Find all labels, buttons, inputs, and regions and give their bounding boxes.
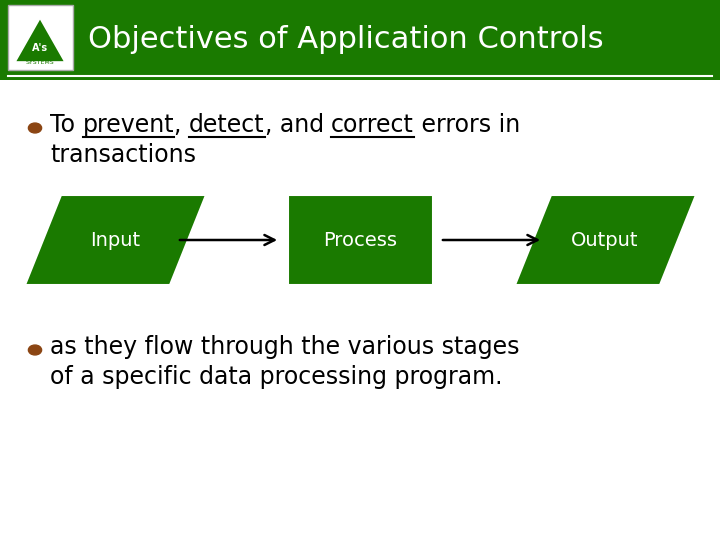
Polygon shape: [288, 195, 433, 285]
Text: Output: Output: [571, 231, 639, 249]
Text: To: To: [50, 113, 83, 137]
Text: of a specific data processing program.: of a specific data processing program.: [50, 365, 503, 389]
Text: SYSTEMS: SYSTEMS: [26, 59, 54, 64]
Circle shape: [28, 345, 42, 355]
Text: Process: Process: [323, 231, 397, 249]
Text: ,: ,: [174, 113, 189, 137]
Text: detect: detect: [189, 113, 265, 137]
Circle shape: [28, 123, 42, 133]
Text: Input: Input: [90, 231, 140, 249]
Bar: [0, 0, 720, 80]
Text: prevent: prevent: [83, 113, 174, 137]
Text: as they flow through the various stages: as they flow through the various stages: [50, 335, 520, 359]
Text: errors in: errors in: [414, 113, 521, 137]
Text: A's: A's: [32, 43, 48, 53]
Polygon shape: [25, 195, 206, 285]
Polygon shape: [515, 195, 696, 285]
Text: Objectives of Application Controls: Objectives of Application Controls: [88, 25, 603, 55]
Text: transactions: transactions: [50, 143, 196, 167]
Polygon shape: [15, 18, 65, 62]
Text: , and: , and: [265, 113, 331, 137]
Text: correct: correct: [331, 113, 414, 137]
Bar: [8, 5, 73, 70]
